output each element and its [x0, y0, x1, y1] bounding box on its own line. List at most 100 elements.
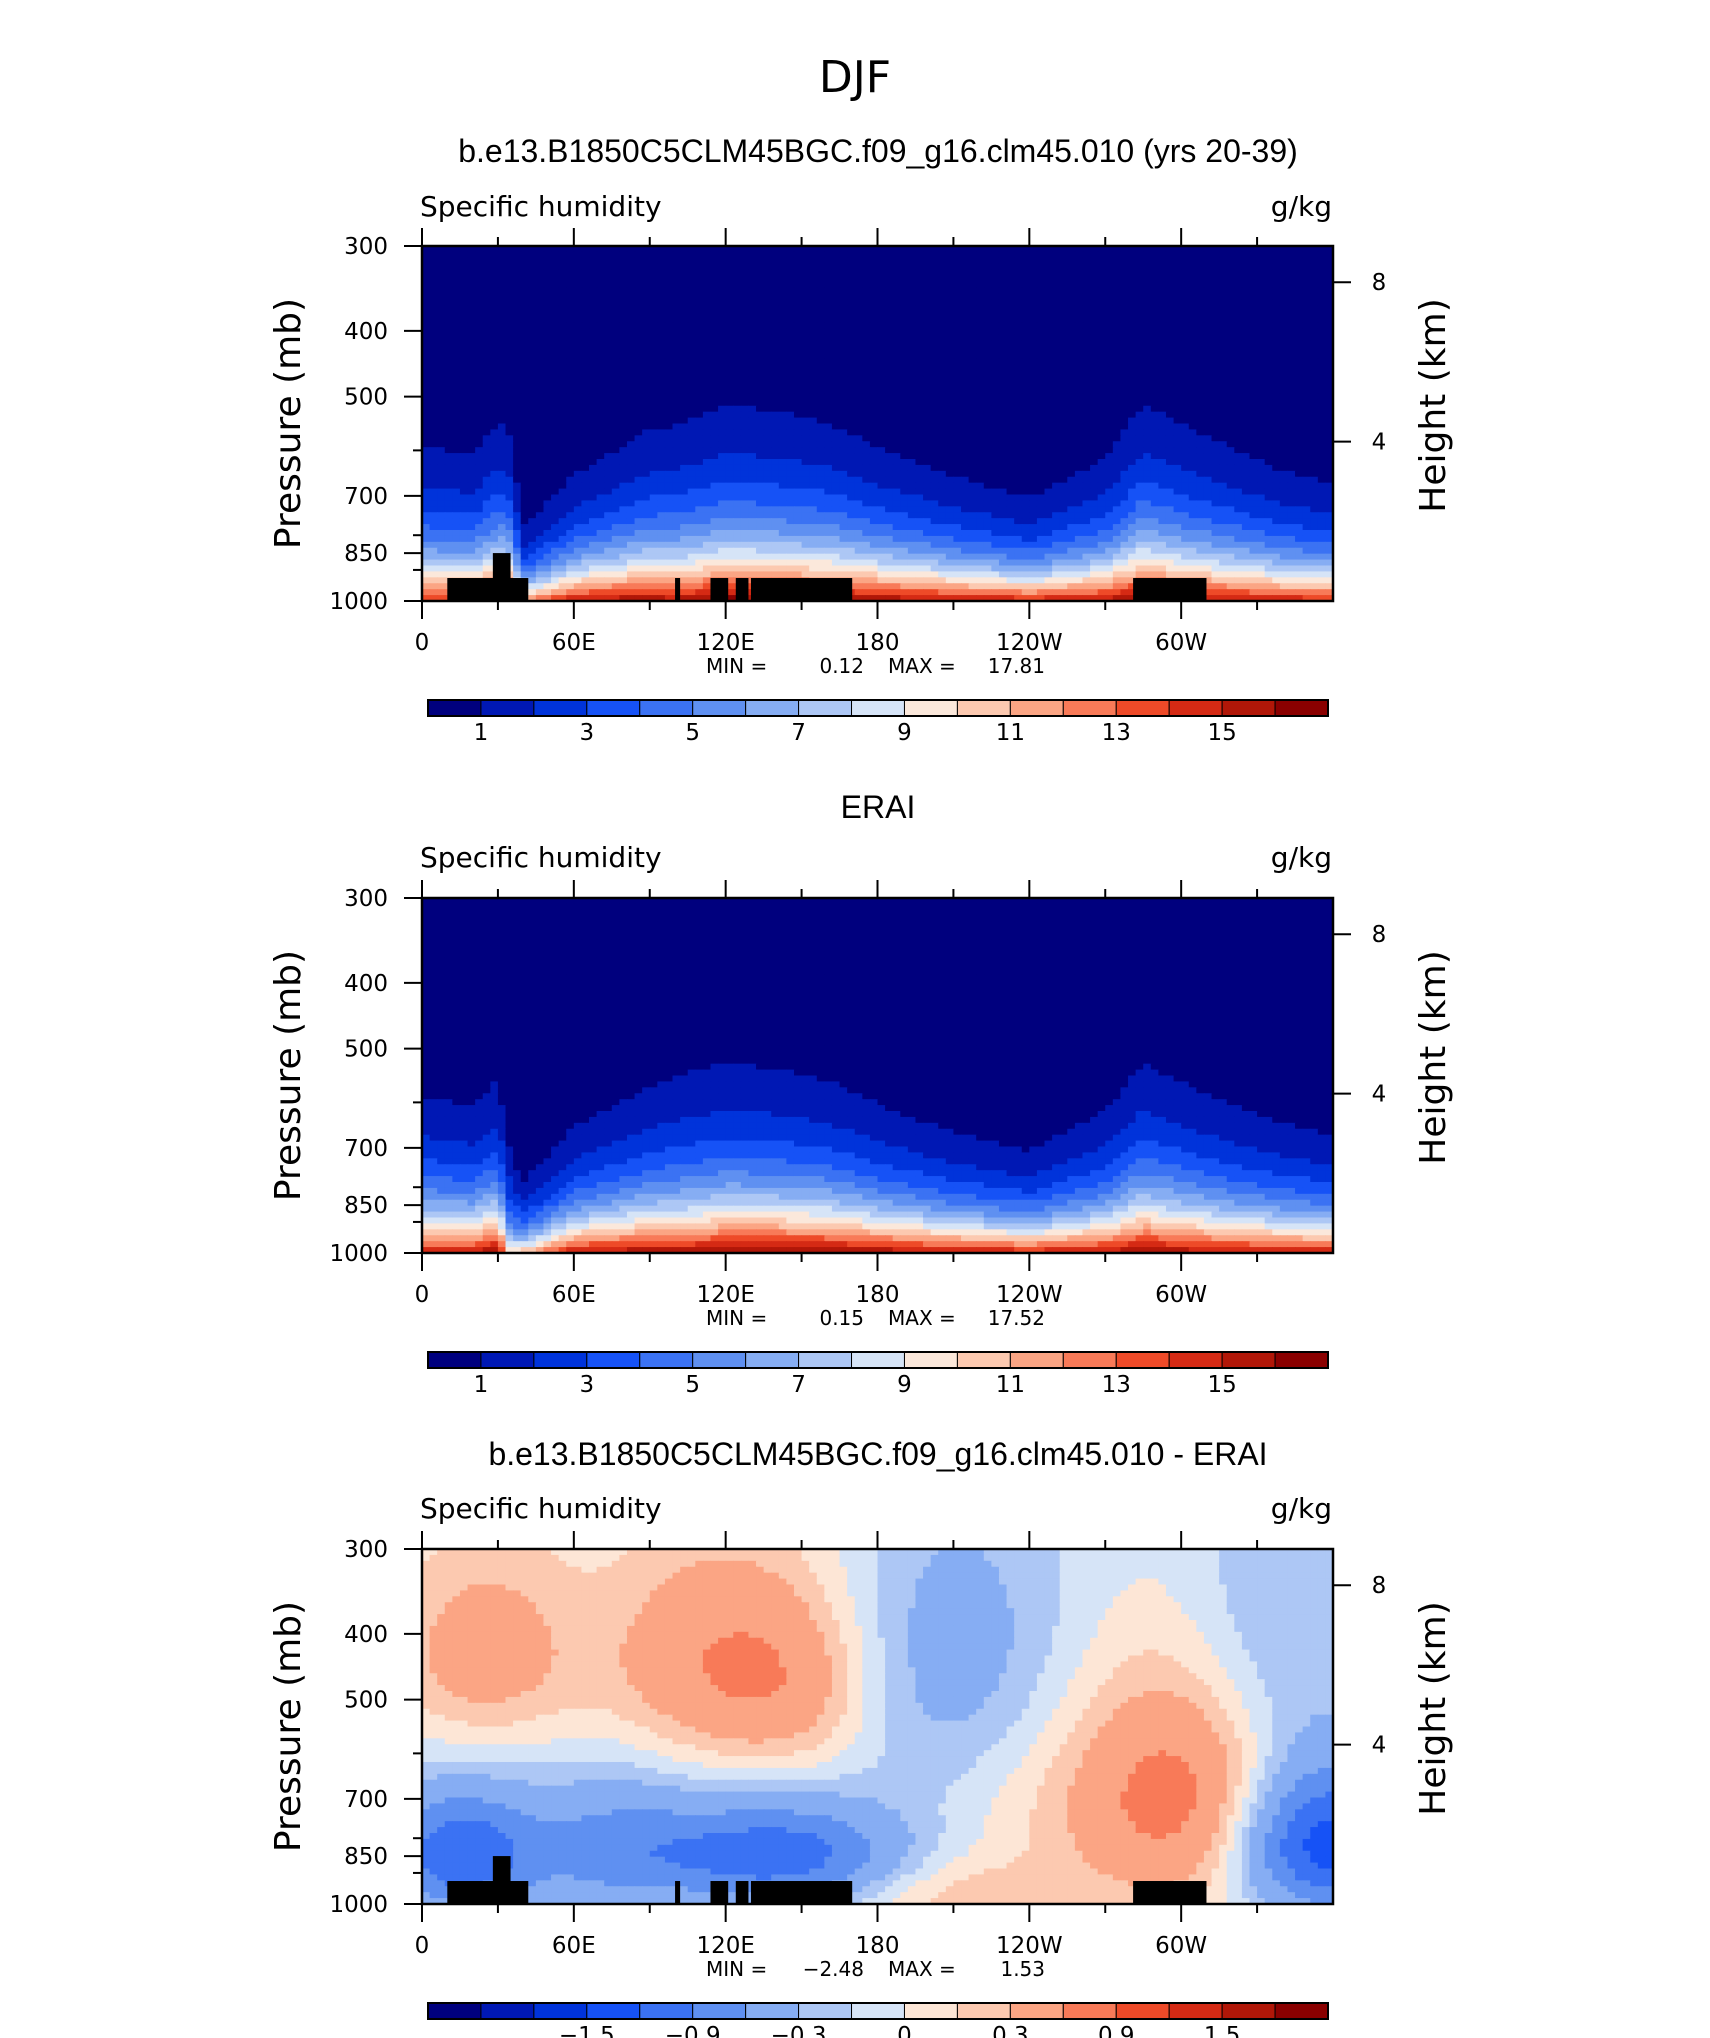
heatmap-cell [429, 370, 438, 377]
heatmap-cell [619, 311, 628, 318]
heatmap-cell [505, 482, 514, 490]
heatmap-cell [482, 393, 491, 401]
heatmap-cell [1165, 317, 1175, 324]
heatmap-cell [626, 417, 636, 425]
heatmap-cell [1036, 382, 1046, 389]
heatmap-cell [1272, 328, 1281, 336]
heatmap-cell [642, 352, 651, 360]
heatmap-cell [467, 251, 476, 259]
heatmap-cell [497, 464, 507, 472]
heatmap-cell [649, 482, 658, 490]
heatmap-cell [900, 251, 909, 259]
heatmap-cell [1112, 435, 1122, 442]
heatmap-cell [831, 328, 841, 336]
heatmap-cell [763, 370, 772, 377]
heatmap-cell [1287, 246, 1296, 253]
heatmap-cell [1302, 322, 1311, 330]
heatmap-cell [1067, 459, 1076, 466]
heatmap-cell [1188, 453, 1197, 460]
heatmap-cell [885, 441, 894, 448]
heatmap-cell [892, 388, 901, 395]
heatmap-cell [1029, 263, 1038, 271]
heatmap-cell [900, 269, 909, 277]
heatmap-cell [725, 435, 734, 442]
heatmap-cell [1173, 364, 1182, 371]
heatmap-cell [748, 376, 757, 383]
heatmap-cell [1287, 364, 1296, 371]
heatmap-cell [482, 488, 491, 496]
heatmap-cell [740, 328, 750, 336]
heatmap-cell [687, 482, 696, 490]
heatmap-cell [1014, 464, 1023, 472]
heatmap-cell [733, 470, 742, 478]
heatmap-cell [801, 311, 810, 318]
heatmap-cell [1295, 246, 1304, 253]
heatmap-cell [793, 453, 803, 460]
heatmap-cell [1203, 328, 1213, 336]
heatmap-cell [1150, 411, 1159, 419]
heatmap-cell [786, 246, 795, 253]
heatmap-cell [710, 305, 719, 312]
heatmap-cell [1036, 470, 1046, 478]
heatmap-cell [968, 376, 977, 383]
heatmap-cell [862, 376, 871, 383]
heatmap-cell [452, 346, 461, 354]
heatmap-cell [1287, 399, 1296, 407]
heatmap-cell [824, 482, 833, 490]
heatmap-cell [1105, 447, 1114, 454]
heatmap-cell [596, 476, 605, 484]
heatmap-cell [1279, 263, 1289, 271]
heatmap-cell [1317, 382, 1327, 389]
heatmap-cell [626, 275, 636, 283]
heatmap-cell [680, 346, 689, 354]
heatmap-cell [1325, 299, 1334, 306]
heatmap-cell [847, 257, 856, 265]
heatmap-cell [1257, 305, 1266, 312]
heatmap-cell [657, 417, 666, 425]
heatmap-cell [482, 287, 491, 294]
heatmap-cell [1128, 275, 1137, 283]
heatmap-cell [748, 364, 757, 371]
heatmap-cell [1188, 370, 1197, 377]
heatmap-cell [793, 459, 803, 466]
heatmap-cell [1143, 275, 1152, 283]
heatmap-cell [847, 287, 856, 294]
heatmap-cell [793, 334, 803, 342]
heatmap-cell [816, 382, 825, 389]
heatmap-cell [649, 423, 658, 431]
heatmap-cell [839, 275, 848, 283]
heatmap-cell [1112, 388, 1122, 395]
heatmap-cell [1241, 382, 1251, 389]
heatmap-cell [422, 441, 431, 448]
heatmap-cell [793, 441, 803, 448]
heatmap-cell [1105, 269, 1114, 277]
heatmap-cell [695, 293, 704, 300]
heatmap-cell [444, 275, 453, 283]
heatmap-cell [1219, 246, 1228, 253]
heatmap-cell [1074, 417, 1084, 425]
heatmap-cell [763, 459, 772, 466]
heatmap-cell [1295, 346, 1304, 354]
heatmap-cell [551, 287, 560, 294]
heatmap-cell [543, 352, 552, 360]
heatmap-cell [778, 411, 787, 419]
heatmap-cell [1090, 376, 1099, 383]
heatmap-cell [725, 411, 734, 419]
heatmap-cell [998, 251, 1008, 259]
heatmap-cell [854, 299, 863, 306]
heatmap-cell [1310, 340, 1319, 348]
heatmap-cell [1287, 340, 1296, 348]
heatmap-cell [740, 388, 750, 395]
heatmap-cell [1059, 441, 1068, 448]
heatmap-cell [1052, 370, 1061, 377]
heatmap-cell [657, 299, 666, 306]
heatmap-cell [1135, 257, 1144, 265]
heatmap-cell [649, 334, 658, 342]
heatmap-cell [604, 382, 613, 389]
heatmap-cell [1112, 293, 1122, 300]
heatmap-cell [452, 305, 461, 312]
heatmap-cell [710, 417, 719, 425]
heatmap-cell [1317, 293, 1327, 300]
heatmap-cell [961, 364, 970, 371]
heatmap-cell [1052, 358, 1061, 365]
